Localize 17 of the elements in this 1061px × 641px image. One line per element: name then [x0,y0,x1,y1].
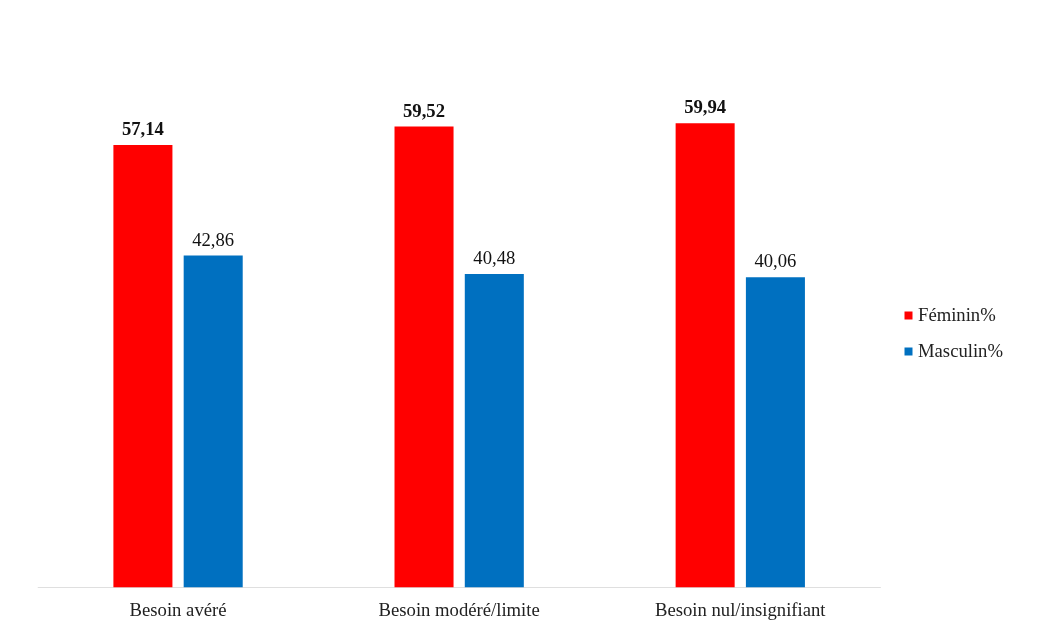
x-tick-label: Besoin modéré/limite [378,598,540,620]
x-tick-label: Besoin avéré [129,598,227,620]
x-tick-label: Besoin nul/insignifiant [655,598,827,620]
bar [745,277,805,588]
data-label: 59,94 [684,96,727,118]
data-label: 40,48 [473,247,516,269]
data-label: 59,52 [403,99,446,121]
bar [394,126,454,588]
bar [464,274,524,588]
legend-label: Féminin% [918,304,996,326]
data-label: 57,14 [121,118,164,140]
data-label: 40,06 [754,250,797,272]
data-label: 42,86 [192,228,235,250]
bar [183,255,243,588]
bar [113,145,173,588]
legend-label: Masculin% [918,340,1003,362]
bar [675,123,735,588]
